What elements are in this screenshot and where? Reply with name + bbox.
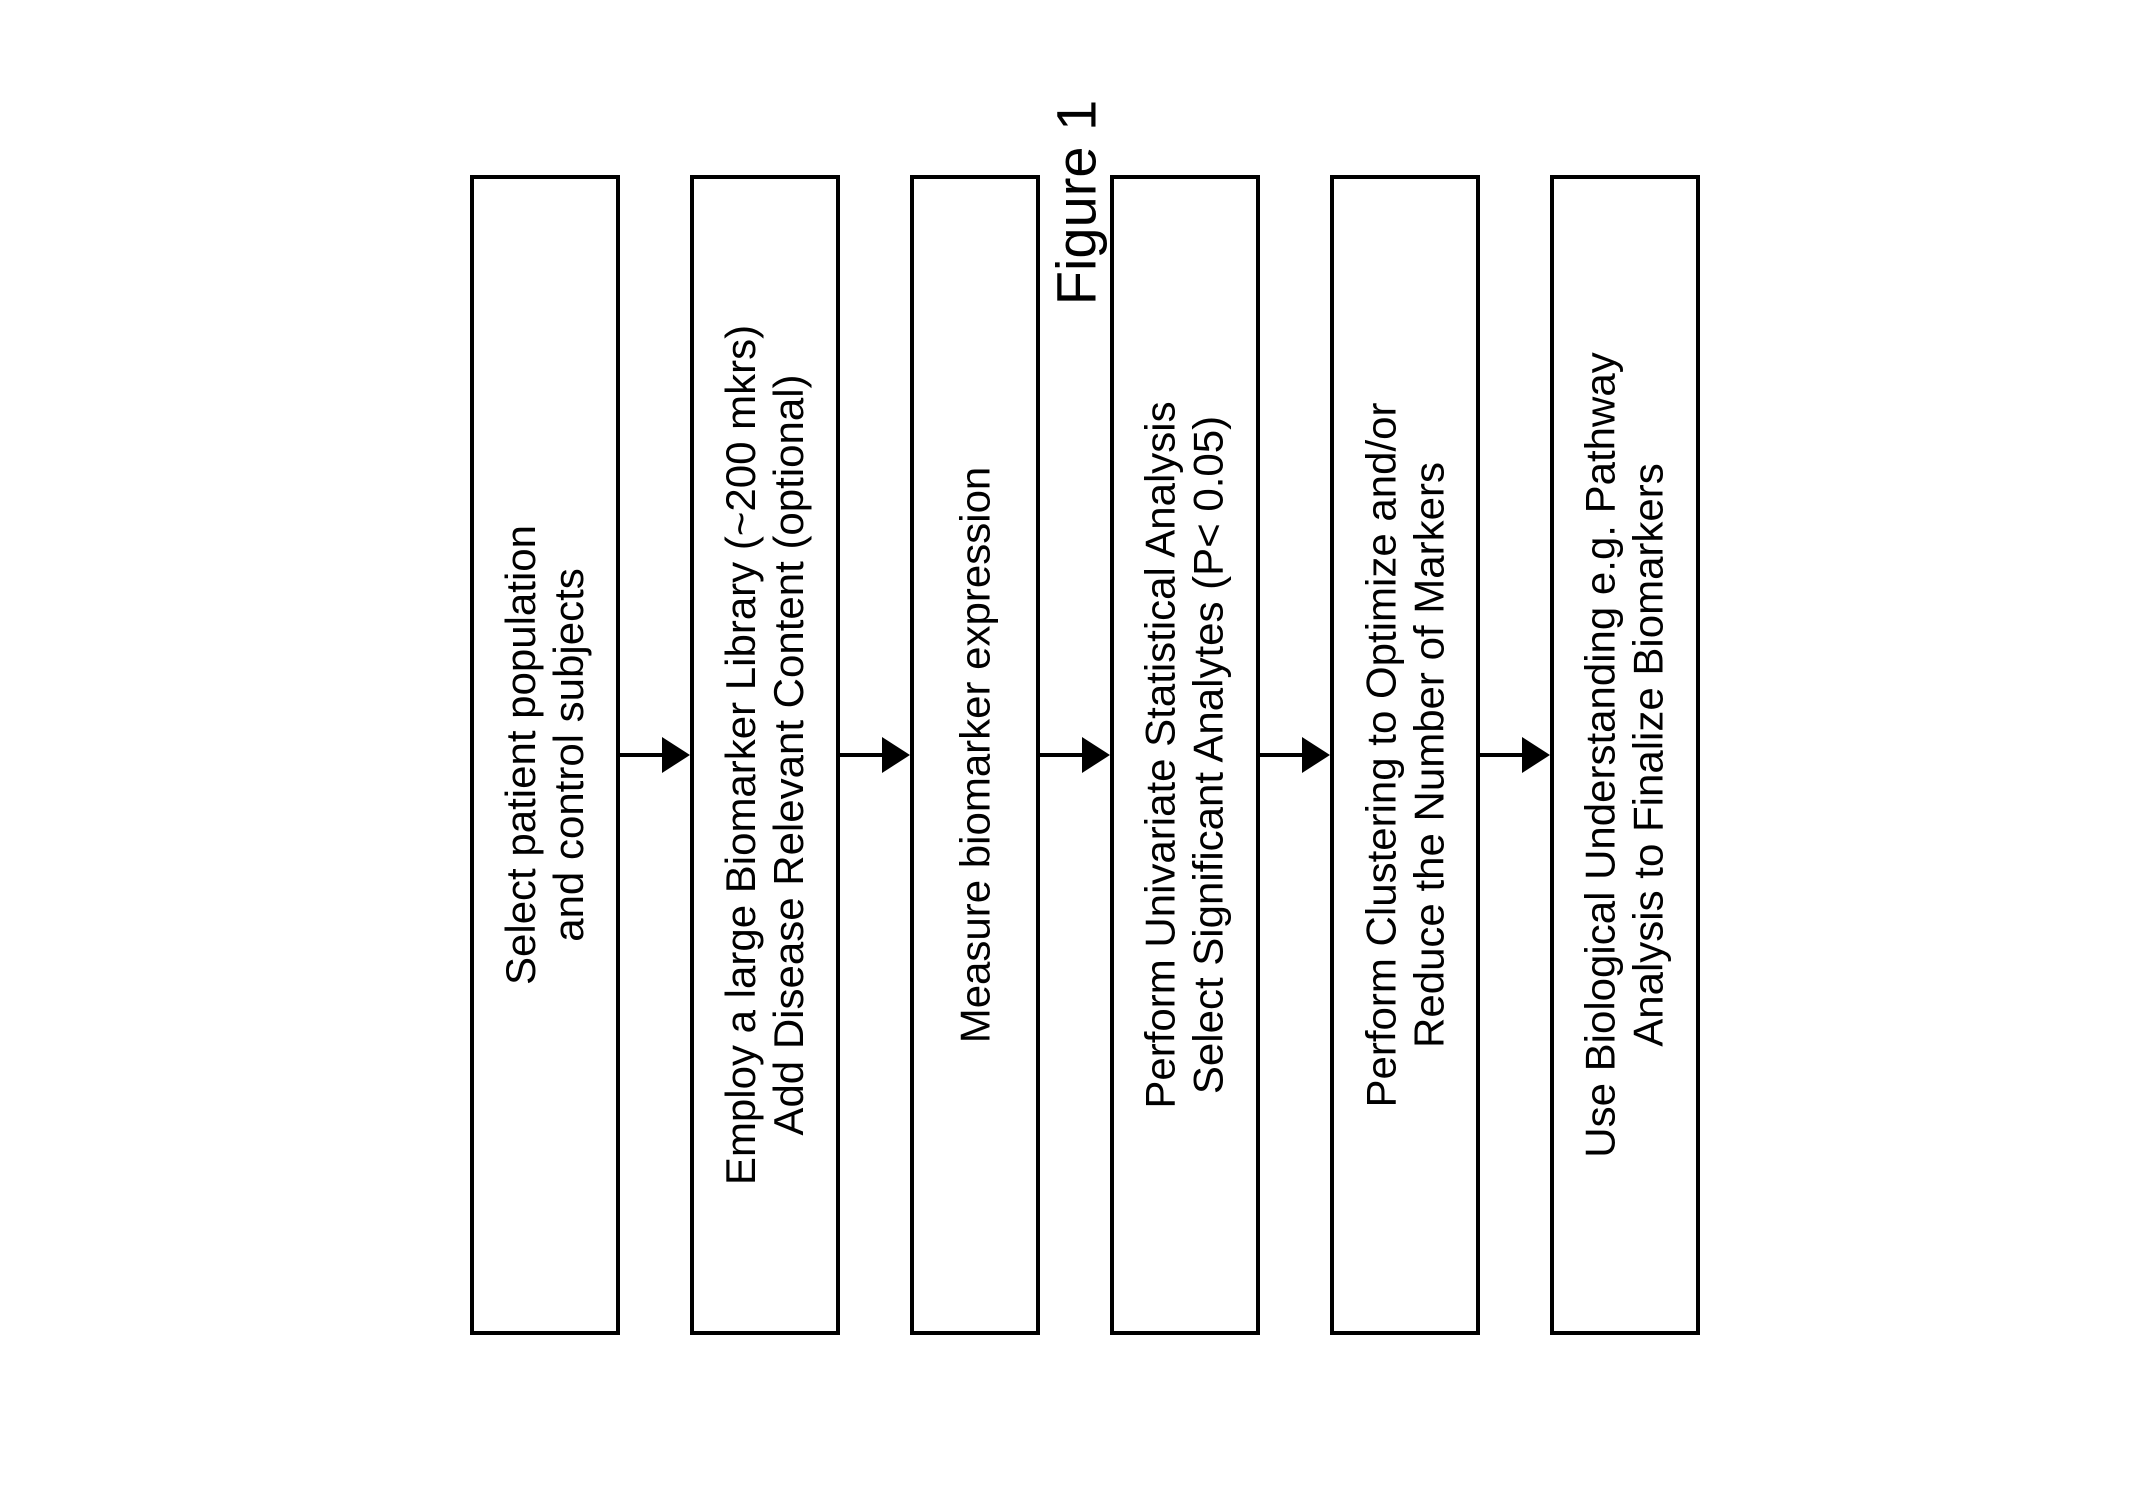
flow-arrow	[1040, 735, 1110, 775]
flow-arrow	[1480, 735, 1550, 775]
step-text: Employ a large Biomarker Library (~200 m…	[717, 325, 813, 1185]
flowchart: Select patient populationand control sub…	[470, 175, 1700, 1335]
flow-arrow	[840, 735, 910, 775]
step-text: Perform Clustering to Optimize and/orRed…	[1357, 403, 1453, 1108]
arrow-line	[1040, 753, 1084, 757]
step-line2: Analysis to Finalize Biomarkers	[1625, 463, 1673, 1047]
arrow-line	[620, 753, 664, 757]
flow-step-step3: Measure biomarker expression	[910, 175, 1040, 1335]
step-line2: Reduce the Number of Markers	[1405, 462, 1453, 1048]
step-line1: Select patient population	[497, 525, 545, 985]
arrow-head-icon	[1082, 737, 1110, 773]
step-line1: Measure biomarker expression	[951, 467, 999, 1044]
flow-arrow	[620, 735, 690, 775]
step-text: Select patient populationand control sub…	[497, 525, 593, 985]
arrow-line	[840, 753, 884, 757]
step-text: Measure biomarker expression	[951, 467, 999, 1044]
flow-step-step5: Perform Clustering to Optimize and/orRed…	[1330, 175, 1480, 1335]
flow-step-step1: Select patient populationand control sub…	[470, 175, 620, 1335]
arrow-head-icon	[662, 737, 690, 773]
step-line1: Perform Clustering to Optimize and/or	[1357, 403, 1405, 1108]
step-text: Perform Univariate Statistical AnalysisS…	[1137, 401, 1233, 1108]
arrow-head-icon	[1302, 737, 1330, 773]
flow-step-step4: Perform Univariate Statistical AnalysisS…	[1110, 175, 1260, 1335]
arrow-head-icon	[1522, 737, 1550, 773]
step-text: Use Biological Understanding e.g. Pathwa…	[1577, 352, 1673, 1157]
arrow-line	[1260, 753, 1304, 757]
step-line2: Add Disease Relevant Content (optional)	[765, 374, 813, 1135]
figure-canvas: Figure 1 Select patient populationand co…	[0, 0, 2152, 1510]
flow-arrow	[1260, 735, 1330, 775]
step-line2: and control subjects	[545, 568, 593, 942]
arrow-line	[1480, 753, 1524, 757]
arrow-head-icon	[882, 737, 910, 773]
step-line1: Perform Univariate Statistical Analysis	[1137, 401, 1185, 1108]
step-line2: Select Significant Analytes (P< 0.05)	[1185, 416, 1233, 1094]
step-line1: Employ a large Biomarker Library (~200 m…	[717, 325, 765, 1185]
step-line1: Use Biological Understanding e.g. Pathwa…	[1577, 352, 1625, 1157]
flow-step-step2: Employ a large Biomarker Library (~200 m…	[690, 175, 840, 1335]
flow-step-step6: Use Biological Understanding e.g. Pathwa…	[1550, 175, 1700, 1335]
